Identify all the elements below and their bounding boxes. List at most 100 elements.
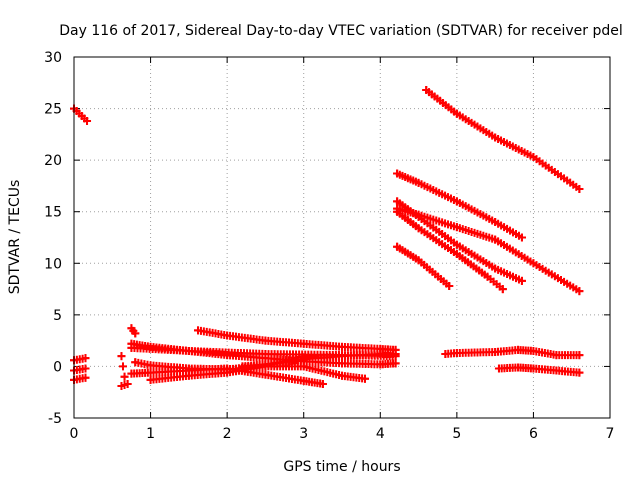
data-point [238,362,247,371]
data-point [393,197,402,206]
data-point [445,281,454,290]
data-point [422,86,431,95]
x-tick-label: 6 [529,426,538,442]
series-track-b [70,354,90,365]
data-point [517,276,526,285]
series-track-e [117,379,132,391]
data-point [491,264,500,273]
x-tick-label: 7 [606,426,615,442]
series-trace [441,345,584,360]
data-point [414,178,423,187]
data-point [414,212,423,221]
x-tick-label: 0 [70,426,79,442]
data-point [376,360,385,369]
y-tick-labels: -5 0 5 10 15 20 25 30 [44,50,62,427]
series-trace [494,363,584,377]
data-point [483,272,492,281]
data-point [452,240,461,249]
data-point [529,346,538,355]
data-point [146,361,155,370]
data-point [393,242,402,251]
data-point [441,350,450,359]
y-tick-label: 25 [44,102,62,118]
data-point [81,354,90,363]
data-point [81,364,90,373]
data-point [127,369,136,378]
y-axis-label: SDTVAR / TECUs [7,180,23,295]
data-point [414,224,423,233]
series-trace [117,379,132,391]
x-tick-label: 2 [223,426,232,442]
data-point [117,352,126,361]
series-track-g [127,324,140,338]
series-track-a [70,104,92,125]
y-tick-label: 10 [44,256,62,272]
data-point [529,364,538,373]
plot-frame [73,56,611,419]
x-tick-labels: 0 1 2 3 4 5 6 7 [70,426,615,442]
series-track-v [494,363,584,377]
data-point [452,197,461,206]
y-tick-label: 20 [44,153,62,169]
y-tick-label: 0 [53,359,62,375]
x-tick-label: 1 [146,426,155,442]
data-point [393,169,402,178]
data-point [338,342,346,351]
data-point [338,352,346,361]
data-point [491,347,500,356]
data-point [261,370,270,379]
data-point [131,358,140,367]
data-point [514,363,523,372]
data-point [575,185,584,194]
data-point [299,339,308,348]
series-trace [70,373,90,384]
series-track-f [117,352,129,381]
series-trace [393,197,526,285]
data-point [491,235,500,244]
data-point [529,259,538,268]
data-point [223,368,232,377]
data-point [83,116,92,125]
series-track-k [127,364,327,388]
data-point [552,351,561,360]
data-point [452,349,461,358]
series-track-d [70,373,90,384]
series-track-s [393,207,507,294]
data-point [414,256,423,265]
data-point [514,345,523,354]
data-point [494,364,503,373]
data-point [299,355,308,364]
data-point [261,360,270,369]
data-point [127,343,136,352]
data-point [393,207,402,216]
data-point [123,379,132,388]
data-point [127,324,136,333]
data-point [261,350,270,359]
data-point [120,372,129,381]
series-track-n [194,326,400,354]
series-track-o [393,169,526,242]
data-point [452,109,461,118]
series-track-u [441,345,584,360]
data-point [146,368,155,377]
data-point [452,250,461,259]
data-point [338,359,346,368]
x-tick-label: 4 [376,426,385,442]
data-point [575,351,584,360]
data-point [376,344,385,353]
y-tick-label: -5 [48,411,62,427]
data-point [318,379,327,388]
x-tick-label: 5 [452,426,461,442]
data-point [575,287,584,296]
data-point [391,345,400,354]
data-point [261,336,270,345]
data-point [360,374,369,383]
series-trace [70,354,90,365]
y-tick-label: 5 [53,308,62,324]
data-point [338,371,346,380]
data-point [194,326,203,335]
data-point [529,153,538,162]
series-trace [422,86,584,194]
x-axis-label: GPS time / hours [283,459,400,475]
